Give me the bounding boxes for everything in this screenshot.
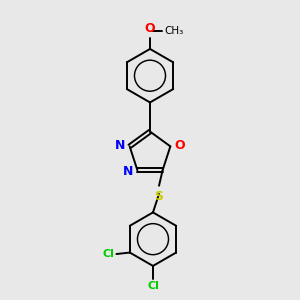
Text: CH₃: CH₃ bbox=[164, 26, 184, 36]
Text: Cl: Cl bbox=[103, 249, 114, 259]
Text: O: O bbox=[145, 22, 155, 35]
Text: S: S bbox=[154, 190, 164, 203]
Text: O: O bbox=[175, 139, 185, 152]
Text: Cl: Cl bbox=[147, 281, 159, 291]
Text: N: N bbox=[123, 165, 133, 178]
Text: N: N bbox=[115, 139, 125, 152]
